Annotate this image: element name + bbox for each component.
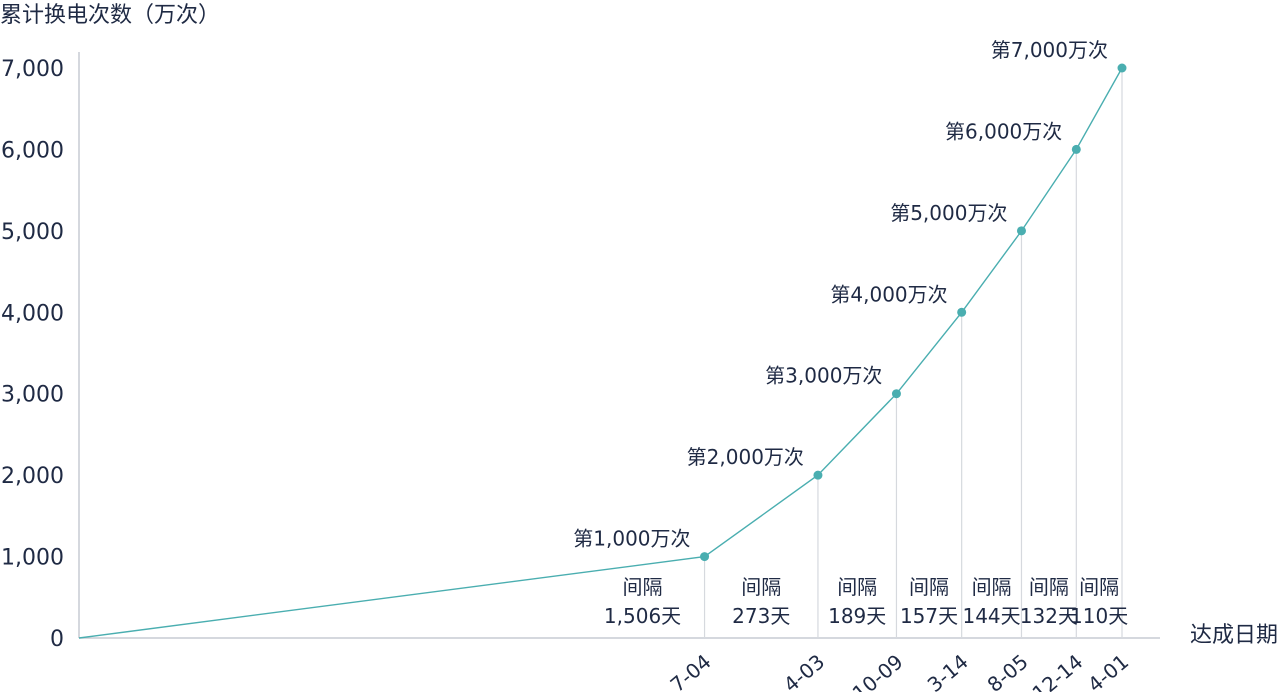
- milestone-label: 第5,000万次: [890, 201, 1007, 225]
- interval-prefix-label: 间隔: [837, 575, 877, 599]
- y-tick-label: 1,000: [1, 546, 64, 571]
- milestone-point: [891, 389, 901, 399]
- interval-prefix-label: 间隔: [623, 575, 663, 599]
- data-points: [700, 63, 1127, 562]
- interval-days-label: 189天: [828, 604, 886, 628]
- interval-days-label: 144天: [962, 604, 1020, 628]
- interval-days-label: 273天: [732, 604, 790, 628]
- y-tick-label: 4,000: [1, 301, 64, 326]
- y-tick-label: 6,000: [1, 138, 64, 163]
- tick-labels: 0 1,000 2,000 3,000 4,000 5,000 6,000 7,000 7-04…: [1, 57, 1133, 696]
- x-axis-title: 达成日期: [1190, 623, 1278, 648]
- milestone-label: 第2,000万次: [687, 445, 804, 469]
- y-tick-label: 7,000: [1, 57, 64, 82]
- interval-prefix-label: 间隔: [1029, 575, 1069, 599]
- milestone-label: 第1,000万次: [573, 527, 690, 551]
- series-line: [78, 67, 1123, 639]
- milestone-label: 第7,000万次: [991, 38, 1108, 62]
- y-axis-title: 累计换电次数（万次）: [0, 3, 220, 28]
- x-tick-label: 8-05: [982, 649, 1032, 692]
- milestone-point: [1016, 226, 1026, 236]
- x-tick-label: 10-09: [848, 649, 908, 692]
- y-tick-label: 5,000: [1, 220, 64, 245]
- series-line-path: [78, 67, 1123, 639]
- milestone-label: 第4,000万次: [830, 282, 947, 306]
- y-tick-label: 3,000: [1, 383, 64, 408]
- interval-days-label: 132天: [1020, 604, 1078, 628]
- x-tick-label: 4-03: [779, 649, 829, 692]
- milestone-point: [1117, 63, 1127, 73]
- y-tick-label: 0: [50, 627, 64, 652]
- interval-days-label: 110天: [1070, 604, 1128, 628]
- x-tick-label: 12-14: [1028, 649, 1088, 692]
- axes: [78, 52, 1160, 639]
- interval-prefix-label: 间隔: [741, 575, 781, 599]
- x-tick-label: 3-14: [923, 649, 973, 692]
- milestone-point: [813, 470, 823, 480]
- interval-days-label: 1,506天: [604, 604, 681, 628]
- interval-prefix-label: 间隔: [909, 575, 949, 599]
- y-tick-label: 2,000: [1, 464, 64, 489]
- x-tick-label: 4-01: [1083, 649, 1133, 692]
- milestone-point: [1071, 144, 1081, 154]
- milestone-point: [700, 552, 710, 562]
- interval-days-label: 157天: [900, 604, 958, 628]
- vertical-guide-lines: [703, 68, 1123, 638]
- x-tick-label: 7-04: [666, 649, 716, 692]
- interval-prefix-label: 间隔: [972, 575, 1012, 599]
- milestone-label: 第3,000万次: [765, 364, 882, 388]
- milestone-point: [957, 307, 967, 317]
- interval-prefix-label: 间隔: [1079, 575, 1119, 599]
- milestone-label: 第6,000万次: [945, 119, 1062, 143]
